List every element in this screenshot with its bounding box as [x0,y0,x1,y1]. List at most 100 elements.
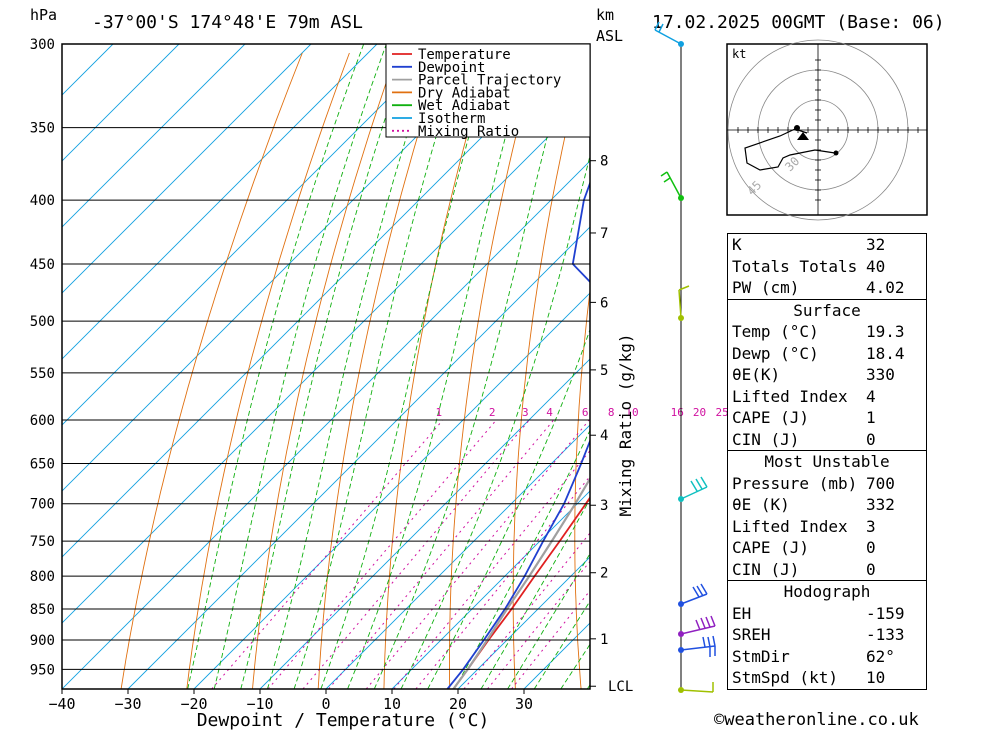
legend-label: Temperature [418,47,511,63]
altitude-tick-label: 1 [600,632,608,648]
dry-adiabat-line [252,52,397,689]
dry-adiabat-line [317,52,444,689]
isotherm-line [62,44,180,162]
pressure-tick-label: 700 [30,497,55,513]
mixing-ratio-label: 8 [608,406,615,419]
altitude-tick-label: 7 [600,226,608,242]
isotherm-line [391,490,590,689]
altitude-tick-label: 8 [600,154,608,170]
index-row: Temp (°C) 19.3 [732,322,905,341]
legend-label: Dewpoint [418,60,485,76]
isotherm-line [325,424,590,689]
wet-adiabat-line [266,44,437,689]
mixing-ratio-label: 4 [546,406,553,419]
altitude-tick-label: 2 [600,566,608,582]
dry-adiabat-line [449,52,538,689]
dry-adiabat-line [512,52,585,689]
isotherm-line [62,44,246,228]
altitude-tick-label: 4 [600,428,608,444]
index-row: Lifted Index 4 [732,386,876,406]
pressure-tick-label: 900 [30,633,55,649]
isotherm-line [62,44,312,294]
mixing-ratio-label: 20 [693,406,706,419]
legend-label: Mixing Ratio [418,124,519,140]
pressure-tick-label: 650 [30,456,55,472]
hpa-axis-unit: hPa [30,6,58,24]
background-lines [62,44,1000,689]
temperature-tick-label: −20 [180,695,207,713]
dry-adiabat-line [635,53,679,689]
index-row: θE(K) 330 [732,365,895,384]
mixing-ratio-line [211,419,444,689]
isotherm-line [62,44,378,360]
indices-general: K 32 Totals Totals 40 PW (cm) 4.02 [727,233,927,300]
wind-barb [654,21,684,47]
parcel-trajectory-line [452,476,590,689]
mixing-ratio-label: 10 [625,406,638,419]
wet-adiabat-line [240,44,411,689]
temperature-line [452,496,590,689]
mixing-ratio-labels: 1 2 3 4 6 8 10 16 20 25 [435,406,728,419]
site-credit[interactable]: ©weatheronline.co.uk [714,710,919,730]
mixing-ratio-label: 2 [489,406,496,419]
altitude-tick-labels: 8 7 6 5 4 3 2 1 LCL [590,154,633,695]
isotherm-line [457,556,590,689]
index-row: StmDir 62° [732,646,895,666]
section-title: Hodograph [783,582,871,601]
wet-adiabat-line [400,153,590,689]
pressure-tick-label: 500 [30,314,55,330]
dry-adiabat-line [958,53,1000,689]
wind-barb [678,682,714,693]
indices-table: K 32 Totals Totals 40 PW (cm) 4.02 Surface … [727,233,927,690]
index-row: CAPE (J) 1 [732,408,876,427]
isotherm-line [62,44,444,426]
isotherm-line [62,44,576,558]
wind-profile [654,21,716,693]
mixing-ratio-axis-label: Mixing Ratio (g/kg) [616,333,635,516]
pressure-tick-label: 600 [30,413,55,429]
index-row: Totals Totals 40 [732,256,886,276]
mixing-ratio-line [365,419,590,689]
pressure-tick-labels: 300 350 400 450 500 550 600 650 700 750 800 850 900 9… [30,37,590,678]
pressure-tick-label: 450 [30,257,55,273]
wind-barb [678,476,708,502]
wind-barb [660,171,684,201]
indices-hodograph: Hodograph EH -159 SREH -133 StmDir 62° StmS… [727,581,927,690]
km-axis-unit: km [596,6,615,24]
index-row: Pressure (mb) 700 [732,473,895,493]
temperature-tick-label: −40 [48,695,75,713]
legend-label: Dry Adiabat [418,85,511,101]
temperature-tick-labels: −40 −30 −20 −10 0 10 20 30 [48,689,533,713]
wet-adiabat-line [347,44,532,689]
wind-barb [678,615,716,637]
dry-adiabat-line [186,52,350,689]
wind-barb [678,285,690,321]
legend-label: Wet Adiabat [418,98,511,114]
altitude-tick-label: 6 [600,295,608,311]
temperature-tick-label: 10 [383,695,401,713]
pressure-tick-label: 750 [30,534,55,550]
index-row: PW (cm) 4.02 [732,278,905,297]
isotherm-line [62,44,114,96]
wet-adiabat-line [213,44,387,689]
mixing-ratio-label: 6 [582,406,589,419]
index-row: Dewp (°C) 18.4 [732,343,905,363]
section-title: Surface [793,300,861,320]
temperature-tick-label: −10 [246,695,273,713]
index-row: EH -159 [732,603,905,623]
hodograph: kt 30 45 [726,39,928,221]
mixing-ratio-line [487,560,590,689]
pressure-tick-label: 350 [30,121,55,137]
hodograph-unit: kt [732,47,746,61]
wet-adiabat-line [293,44,465,689]
x-axis-label: Dewpoint / Temperature (°C) [197,710,490,731]
index-row: K 32 [732,235,886,254]
pressure-tick-label: 800 [30,569,55,585]
isotherm-line [62,44,510,492]
mixing-ratio-line [328,419,554,689]
temperature-tick-label: 30 [515,695,533,713]
hodograph-trace [744,128,836,171]
index-row: SREH -133 [732,625,905,644]
legend-label: Parcel Trajectory [418,73,561,89]
